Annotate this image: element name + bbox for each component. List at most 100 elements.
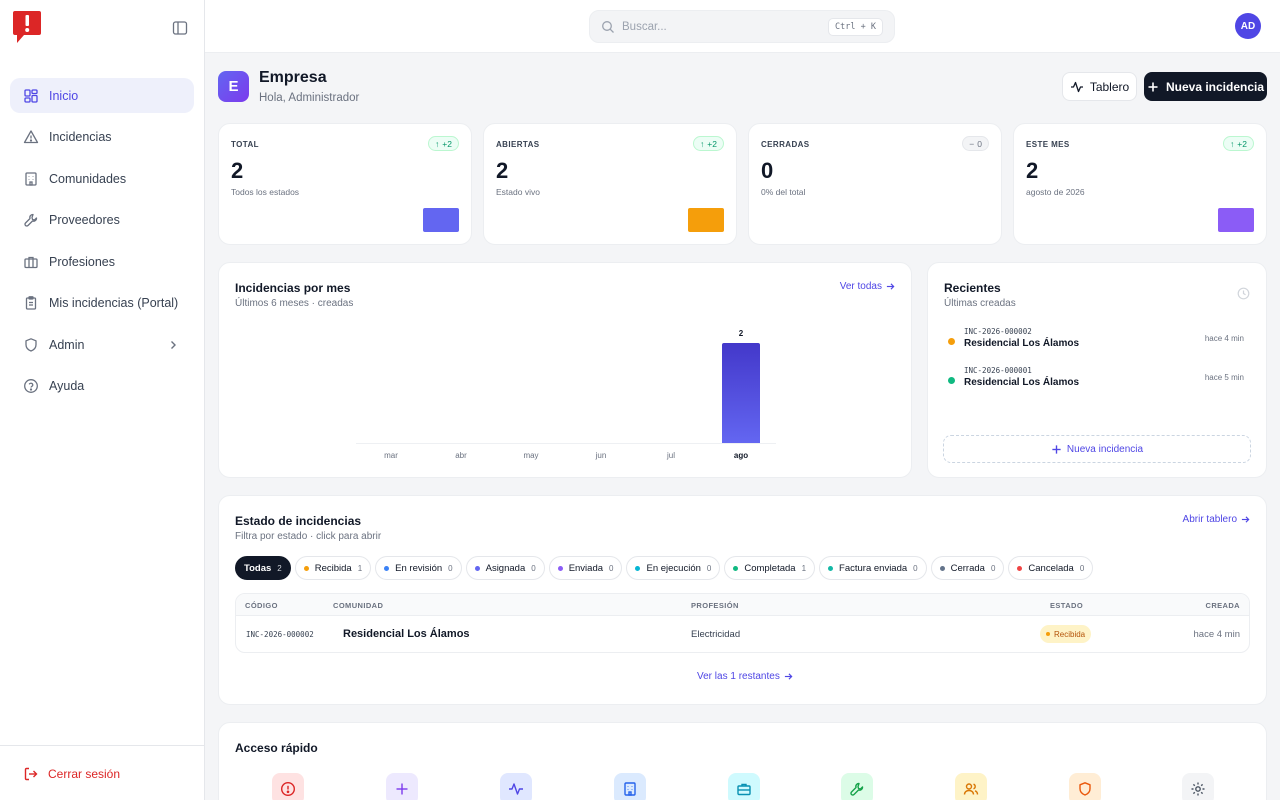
cell-profession: Electricidad — [691, 629, 741, 640]
quick-admin-button[interactable] — [1069, 773, 1101, 800]
recent-community: Residencial Los Álamos — [964, 377, 1080, 388]
table-row[interactable]: INC-2026-000002 Residencial Los Álamos E… — [236, 616, 1249, 652]
stat-label: TOTAL — [231, 140, 259, 149]
stat-card-total[interactable]: TOTAL ↑ +2 2 Todos los estados — [218, 123, 472, 245]
shield-icon — [1077, 781, 1093, 797]
chip-enviada[interactable]: Enviada 0 — [548, 556, 623, 580]
stat-value: 2 — [496, 158, 509, 183]
new-incident-button[interactable]: Nueva incidencia — [1144, 72, 1267, 101]
stat-sub: Estado vivo — [496, 187, 540, 197]
chip-en-revision[interactable]: En revisión 0 — [375, 556, 462, 580]
chart-bar[interactable] — [722, 343, 760, 443]
sidebar-item-inicio[interactable]: Inicio — [10, 78, 194, 113]
chip-todas[interactable]: Todas 2 — [235, 556, 291, 580]
recent-new-label: Nueva incidencia — [1066, 443, 1144, 455]
topbar: Ctrl + K AD — [205, 0, 1280, 53]
sidebar-item-label: Mis incidencias (Portal) — [49, 296, 179, 310]
recent-title: Recientes — [944, 281, 1001, 295]
plus-icon — [1147, 80, 1160, 93]
stat-value: 2 — [231, 158, 244, 183]
board-button[interactable]: Tablero — [1062, 72, 1137, 101]
chip-cancelada[interactable]: Cancelada 0 — [1008, 556, 1094, 580]
logout-icon — [22, 765, 40, 783]
quick-users-button[interactable] — [955, 773, 987, 800]
sidebar-item-ayuda[interactable]: Ayuda — [10, 369, 194, 404]
activity-icon — [508, 781, 524, 797]
users-icon — [963, 781, 979, 797]
recent-item[interactable]: INC-2026-000001 Residencial Los Álamos h… — [944, 363, 1244, 399]
chart-title: Incidencias por mes — [235, 281, 351, 295]
column-header: COMUNIDAD — [333, 601, 384, 610]
stat-sub: 0% del total — [761, 187, 806, 197]
shield-icon — [22, 336, 40, 354]
column-header: CÓDIGO — [245, 601, 278, 610]
stat-value: 0 — [761, 158, 774, 183]
sidebar-item-comunidades[interactable]: Comunidades — [10, 161, 194, 196]
recent-item[interactable]: INC-2026-000002 Residencial Los Álamos h… — [944, 324, 1244, 360]
open-board-link[interactable]: Abrir tablero — [1183, 514, 1250, 525]
chart-x-tick-label: jul — [666, 451, 675, 460]
quick-incidencias-button[interactable] — [272, 773, 304, 800]
recent-card: Recientes Últimas creadas INC-2026-00000… — [927, 262, 1267, 478]
chip-en-ejecucion[interactable]: En ejecución 0 — [626, 556, 721, 580]
chart-x-tick-label: may — [523, 451, 539, 460]
bar-chart: mar abr may jun jul 2 ago — [356, 323, 776, 463]
gear-icon — [1190, 781, 1206, 797]
chip-asignada[interactable]: Asignada 0 — [465, 556, 545, 580]
logout-button[interactable]: Cerrar sesión — [22, 765, 120, 783]
recent-new-incident-button[interactable]: Nueva incidencia — [943, 435, 1251, 463]
chip-factura-enviada[interactable]: Factura enviada 0 — [819, 556, 927, 580]
sidebar-nav: Inicio Incidencias Comunidades Proveedor… — [10, 78, 194, 410]
plus-icon — [394, 781, 410, 797]
quick-professions-button[interactable] — [728, 773, 760, 800]
search-box[interactable]: Ctrl + K — [589, 10, 895, 43]
avatar[interactable]: AD — [1235, 13, 1261, 39]
sidebar-item-incidencias[interactable]: Incidencias — [10, 120, 194, 155]
arrow-right-icon — [886, 282, 895, 291]
quick-settings-button[interactable] — [1182, 773, 1214, 800]
recent-time: hace 5 min — [1204, 373, 1244, 382]
stat-card-cerradas[interactable]: CERRADAS −0 0 0% del total — [748, 123, 1002, 245]
sidebar-toggle-icon[interactable] — [171, 19, 189, 37]
chip-cerrada[interactable]: Cerrada 0 — [930, 556, 1005, 580]
chip-completada[interactable]: Completada 1 — [724, 556, 816, 580]
page-title: Empresa — [259, 69, 327, 86]
sidebar-item-portal[interactable]: Mis incidencias (Portal) — [10, 286, 194, 321]
quick-access-title: Acceso rápido — [235, 741, 318, 755]
briefcase-icon — [736, 781, 752, 797]
chart-data-label: 2 — [738, 329, 744, 338]
state-filter-chips: Todas 2 Recibida 1 En revisión 0 Asignada 0 … — [235, 556, 1094, 580]
quick-providers-button[interactable] — [841, 773, 873, 800]
board-button-label: Tablero — [1089, 79, 1130, 94]
sidebar-item-label: Incidencias — [49, 130, 112, 144]
chart-x-tick-label: jun — [595, 451, 607, 460]
view-all-link[interactable]: Ver todas — [840, 281, 895, 292]
help-icon — [22, 377, 40, 395]
search-input[interactable] — [622, 20, 822, 33]
table-header: CÓDIGO COMUNIDAD PROFESIÓN ESTADO CREADA — [236, 594, 1249, 616]
stat-card-este-mes[interactable]: ESTE MES ↑ +2 2 agosto de 2026 — [1013, 123, 1267, 245]
column-header: PROFESIÓN — [691, 601, 739, 610]
chip-recibida[interactable]: Recibida 1 — [294, 556, 372, 580]
app-logo[interactable] — [12, 10, 42, 46]
recent-code: INC-2026-000002 — [964, 327, 1032, 336]
quick-communities-button[interactable] — [614, 773, 646, 800]
sidebar-item-proveedores[interactable]: Proveedores — [10, 203, 194, 238]
new-incident-label: Nueva incidencia — [1165, 79, 1265, 94]
quick-new-button[interactable] — [386, 773, 418, 800]
quick-board-button[interactable] — [500, 773, 532, 800]
search-shortcut: Ctrl + K — [828, 18, 883, 36]
sidebar-item-profesiones[interactable]: Profesiones — [10, 244, 194, 279]
stat-sub: agosto de 2026 — [1026, 187, 1085, 197]
states-title: Estado de incidencias — [235, 514, 362, 528]
monthly-chart-card: Incidencias por mes Últimos 6 meses · cr… — [218, 262, 912, 478]
company-mark: E — [218, 71, 249, 102]
recent-community: Residencial Los Álamos — [964, 338, 1080, 349]
stat-badge: ↑ +2 — [693, 136, 724, 151]
sidebar-item-admin[interactable]: Admin — [10, 327, 194, 362]
chevron-right-icon[interactable] — [164, 336, 182, 354]
alert-icon — [280, 781, 296, 797]
chart-x-tick-label: abr — [455, 451, 467, 460]
view-remaining-link[interactable]: Ver las 1 restantes — [697, 671, 793, 682]
stat-card-abiertas[interactable]: ABIERTAS ↑ +2 2 Estado vivo — [483, 123, 737, 245]
